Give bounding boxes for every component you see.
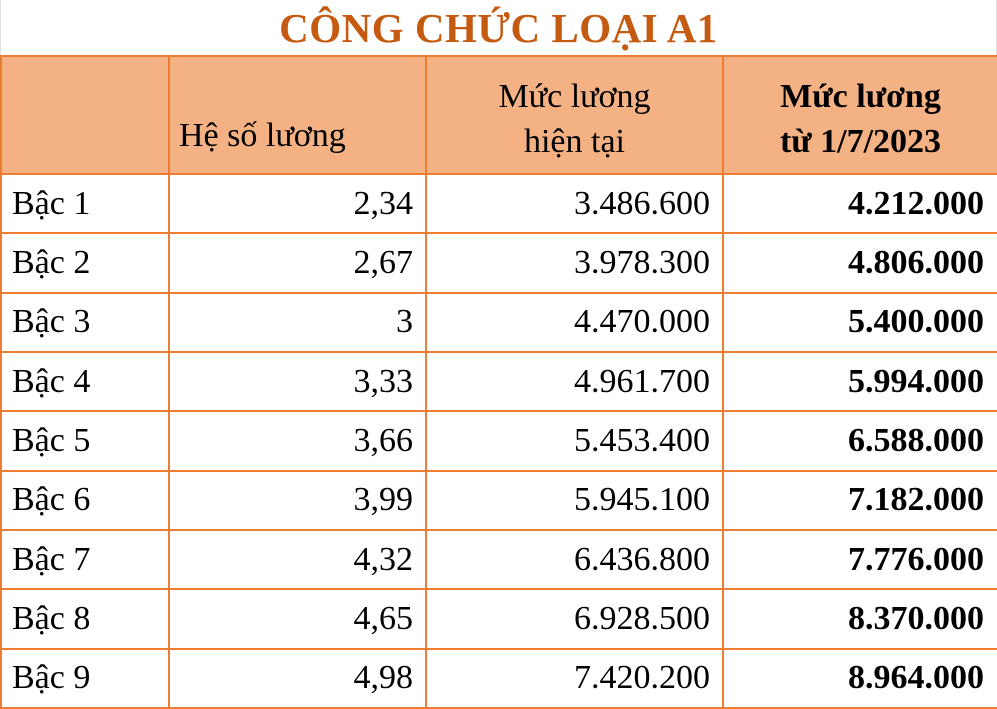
table-row: Bậc 8 4,65 6.928.500 8.370.000 — [0, 588, 997, 650]
table-row: Bậc 2 2,67 3.978.300 4.806.000 — [0, 232, 997, 294]
current-salary-cell: 4.961.700 — [425, 350, 724, 413]
table-row: Bậc 3 3 4.470.000 5.400.000 — [0, 291, 997, 353]
table-row: Bậc 6 3,99 5.945.100 7.182.000 — [0, 469, 997, 531]
row-level-cell: Bậc 3 — [0, 291, 170, 353]
current-salary-cell: 6.436.800 — [425, 528, 724, 591]
table-row: Bậc 5 3,66 5.453.400 6.588.000 — [0, 410, 997, 472]
row-level-cell: Bậc 9 — [0, 647, 170, 709]
coefficient-cell: 4,32 — [168, 528, 427, 591]
current-salary-cell: 4.470.000 — [425, 291, 724, 353]
row-level-cell: Bậc 8 — [0, 588, 170, 650]
coefficient-cell: 2,67 — [168, 232, 427, 294]
new-salary-cell: 7.776.000 — [722, 528, 997, 591]
page-title: CÔNG CHỨC LOẠI A1 — [279, 4, 718, 51]
coefficient-cell: 3 — [168, 291, 427, 353]
new-salary-cell: 7.182.000 — [722, 469, 997, 531]
table-body: Bậc 1 2,34 3.486.600 4.212.000 Bậc 2 2,6… — [0, 172, 997, 709]
coefficient-cell: 2,34 — [168, 172, 427, 235]
new-salary-cell: 6.588.000 — [722, 410, 997, 472]
table-row: Bậc 4 3,33 4.961.700 5.994.000 — [0, 350, 997, 413]
current-salary-cell: 6.928.500 — [425, 588, 724, 650]
new-salary-cell: 4.212.000 — [722, 172, 997, 235]
table-row: Bậc 9 4,98 7.420.200 8.964.000 — [0, 647, 997, 709]
coefficient-cell: 4,98 — [168, 647, 427, 709]
row-level-cell: Bậc 1 — [0, 172, 170, 235]
row-level-cell: Bậc 7 — [0, 528, 170, 591]
new-salary-cell: 4.806.000 — [722, 232, 997, 294]
coefficient-cell: 3,99 — [168, 469, 427, 531]
row-level-cell: Bậc 2 — [0, 232, 170, 294]
row-level-cell: Bậc 4 — [0, 350, 170, 413]
coefficient-cell: 3,33 — [168, 350, 427, 413]
row-level-cell: Bậc 6 — [0, 469, 170, 531]
current-salary-cell: 7.420.200 — [425, 647, 724, 709]
current-salary-cell: 5.453.400 — [425, 410, 724, 472]
title-band: CÔNG CHỨC LOẠI A1 — [0, 0, 997, 55]
new-salary-cell: 8.370.000 — [722, 588, 997, 650]
new-salary-cell: 5.400.000 — [722, 291, 997, 353]
header-row: Hệ số lương Mức lương hiện tại Mức lương… — [0, 55, 997, 175]
row-level-cell: Bậc 5 — [0, 410, 170, 472]
header-new-line2: từ 1/7/2023 — [779, 123, 942, 161]
current-salary-cell: 5.945.100 — [425, 469, 724, 531]
new-salary-cell: 8.964.000 — [722, 647, 997, 709]
table-row: Bậc 7 4,32 6.436.800 7.776.000 — [0, 528, 997, 591]
coefficient-cell: 4,65 — [168, 588, 427, 650]
header-current-line1: Mức lương — [498, 78, 651, 116]
current-salary-cell: 3.486.600 — [425, 172, 724, 235]
header-coefficient: Hệ số lương — [168, 55, 427, 175]
table-row: Bậc 1 2,34 3.486.600 4.212.000 — [0, 172, 997, 235]
header-current-salary: Mức lương hiện tại — [425, 55, 724, 175]
coefficient-cell: 3,66 — [168, 410, 427, 472]
header-level-empty — [0, 55, 170, 175]
salary-table: Hệ số lương Mức lương hiện tại Mức lương… — [0, 55, 997, 709]
header-new-salary: Mức lương từ 1/7/2023 — [722, 55, 997, 175]
header-new-line1: Mức lương — [780, 78, 941, 116]
new-salary-cell: 5.994.000 — [722, 350, 997, 413]
table-header: Hệ số lương Mức lương hiện tại Mức lương… — [0, 55, 997, 175]
header-current-line2: hiện tại — [523, 123, 626, 161]
current-salary-cell: 3.978.300 — [425, 232, 724, 294]
